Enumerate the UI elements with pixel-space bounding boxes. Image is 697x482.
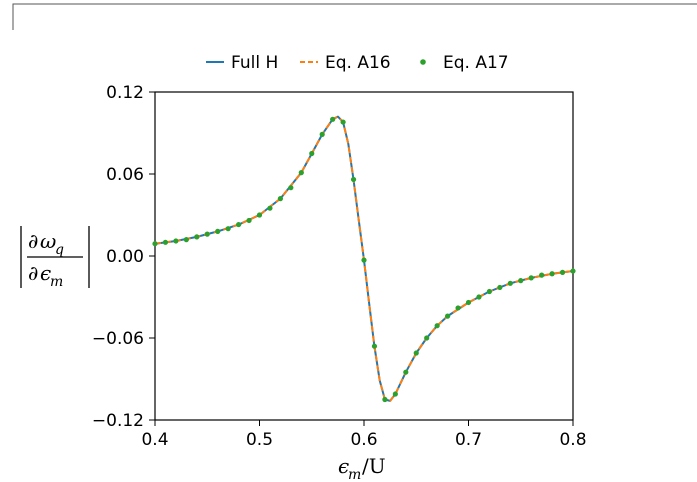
point-eq-a17 <box>319 131 325 137</box>
point-eq-a17 <box>382 396 388 403</box>
point-eq-a17 <box>267 205 273 211</box>
point-eq-a17 <box>549 271 555 277</box>
point-eq-a17 <box>486 288 492 295</box>
svg-text:ϵ: ϵ <box>40 261 51 285</box>
x-tick-label: 0.4 <box>141 430 168 450</box>
legend-label-full-h: Full H <box>231 53 278 73</box>
legend-label-eq-a17: Eq. A17 <box>443 53 509 73</box>
point-eq-a17 <box>204 231 210 237</box>
point-eq-a17 <box>256 212 263 218</box>
x-tick-label: 0.6 <box>350 430 377 450</box>
point-eq-a17 <box>403 369 409 375</box>
point-eq-a17 <box>507 280 513 286</box>
point-eq-a17 <box>152 241 158 247</box>
point-eq-a17 <box>455 305 461 311</box>
point-eq-a17 <box>413 350 419 356</box>
point-eq-a17 <box>162 239 169 245</box>
axis-ticks: 0.4 0.5 0.6 0.7 0.8 0.12 0.06 0.00 −0.06 −0.12 <box>92 83 587 450</box>
point-eq-a17 <box>559 269 566 275</box>
legend-marker-eq-a17 <box>420 59 426 65</box>
svg-text:∂: ∂ <box>28 261 38 285</box>
point-eq-a17 <box>445 313 451 319</box>
legend-label-eq-a16: Eq. A16 <box>325 53 391 73</box>
point-eq-a17 <box>434 323 440 329</box>
point-eq-a17 <box>225 226 231 232</box>
svg-text:∂: ∂ <box>28 229 38 253</box>
svg-text:ω: ω <box>40 229 56 253</box>
point-eq-a17 <box>539 272 545 278</box>
point-eq-a17 <box>298 170 304 176</box>
point-eq-a17 <box>497 284 503 291</box>
x-tick-label: 0.7 <box>455 430 482 450</box>
point-eq-a17 <box>350 176 357 183</box>
point-eq-a17 <box>371 343 378 349</box>
y-tick-label: 0.12 <box>106 83 144 103</box>
svg-text:m: m <box>348 467 361 482</box>
point-eq-a17 <box>570 268 576 274</box>
point-eq-a17 <box>528 275 534 281</box>
svg-text:ϵ: ϵ <box>338 454 349 478</box>
point-eq-a17 <box>330 116 336 122</box>
legend: Full H Eq. A16 Eq. A17 <box>206 53 509 73</box>
point-eq-a17 <box>340 119 346 125</box>
point-eq-a17 <box>236 221 242 228</box>
point-eq-a17 <box>518 278 524 284</box>
point-eq-a17 <box>183 237 189 243</box>
y-tick-label: −0.06 <box>92 329 144 349</box>
point-eq-a17 <box>173 238 179 244</box>
y-axis-label: ∂ ω q ∂ ϵ m <box>20 226 90 290</box>
svg-text:/U: /U <box>362 454 386 478</box>
x-tick-label: 0.8 <box>559 430 586 450</box>
line-eq-a16 <box>154 115 574 402</box>
panel-border <box>12 3 697 30</box>
point-eq-a17 <box>277 196 283 202</box>
svg-text:m: m <box>50 274 63 290</box>
x-tick-label: 0.5 <box>246 430 273 450</box>
point-eq-a17 <box>361 257 367 263</box>
point-eq-a17 <box>392 391 398 397</box>
svg-text:q: q <box>55 242 64 258</box>
point-eq-a17 <box>476 294 482 300</box>
y-tick-label: 0.06 <box>106 165 144 185</box>
point-eq-a17 <box>309 150 315 157</box>
point-eq-a17 <box>246 217 252 224</box>
y-tick-label: −0.12 <box>92 411 144 431</box>
y-tick-label: 0.00 <box>106 247 144 267</box>
series-layer <box>152 115 576 403</box>
point-eq-a17 <box>465 299 472 306</box>
point-eq-a17 <box>288 185 294 191</box>
point-eq-a17 <box>194 234 200 240</box>
point-eq-a17 <box>424 335 430 341</box>
point-eq-a17 <box>215 228 221 234</box>
x-axis-label: ϵ m /U <box>338 454 386 482</box>
